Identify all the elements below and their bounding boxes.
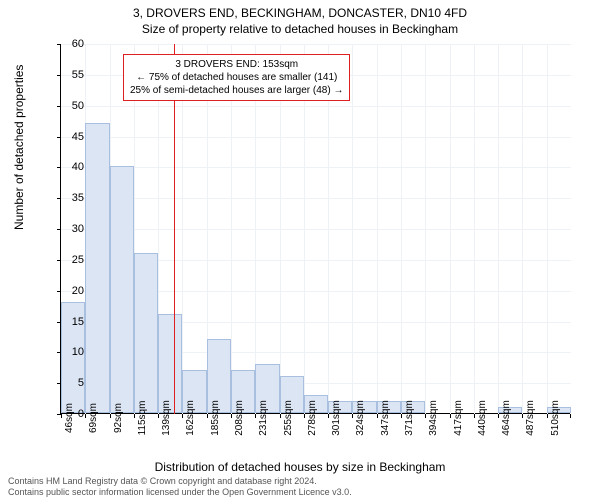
histogram-bar [134, 253, 158, 413]
ytick-label: 55 [54, 69, 84, 81]
xtick-mark [328, 414, 329, 418]
xtick-label: 440sqm [477, 400, 488, 436]
xtick-mark [280, 414, 281, 418]
xtick-label: 347sqm [380, 400, 391, 436]
xtick-mark [134, 414, 135, 418]
gridline-h [61, 167, 571, 168]
footer-line-2: Contains public sector information licen… [8, 487, 352, 498]
gridline-v [425, 44, 426, 414]
xtick-mark [377, 414, 378, 418]
xtick-label: 185sqm [210, 400, 221, 436]
xtick-label: 371sqm [404, 400, 415, 436]
histogram-chart: 46sqm69sqm92sqm115sqm139sqm162sqm185sqm2… [60, 44, 570, 414]
gridline-h [61, 44, 571, 45]
xtick-mark [547, 414, 548, 418]
ytick-label: 60 [54, 38, 84, 50]
x-axis-label: Distribution of detached houses by size … [0, 460, 600, 474]
gridline-h [61, 198, 571, 199]
gridline-v [377, 44, 378, 414]
chart-title-address: 3, DROVERS END, BECKINGHAM, DONCASTER, D… [0, 0, 600, 20]
gridline-h [61, 106, 571, 107]
ytick-label: 45 [54, 131, 84, 143]
xtick-mark [158, 414, 159, 418]
xtick-label: 69sqm [88, 403, 99, 433]
xtick-label: 278sqm [307, 400, 318, 436]
ytick-label: 25 [54, 254, 84, 266]
histogram-bar [110, 166, 134, 413]
gridline-v [547, 44, 548, 414]
xtick-label: 464sqm [501, 400, 512, 436]
gridline-v [450, 44, 451, 414]
xtick-label: 255sqm [283, 400, 294, 436]
gridline-v [401, 44, 402, 414]
annot-line-1: 3 DROVERS END: 153sqm [130, 58, 343, 71]
annot-line-3: 25% of semi-detached houses are larger (… [130, 84, 343, 97]
ytick-label: 40 [54, 161, 84, 173]
xtick-label: 92sqm [113, 403, 124, 433]
footer-line-1: Contains HM Land Registry data © Crown c… [8, 476, 352, 487]
xtick-mark [498, 414, 499, 418]
xtick-mark [255, 414, 256, 418]
xtick-mark [425, 414, 426, 418]
histogram-bar [158, 314, 182, 413]
attribution-footer: Contains HM Land Registry data © Crown c… [8, 476, 352, 498]
gridline-v [352, 44, 353, 414]
ytick-label: 5 [54, 377, 84, 389]
gridline-v [522, 44, 523, 414]
xtick-mark [352, 414, 353, 418]
xtick-label: 301sqm [331, 400, 342, 436]
xtick-label: 162sqm [185, 400, 196, 436]
chart-title-subtitle: Size of property relative to detached ho… [0, 20, 600, 40]
xtick-label: 417sqm [453, 400, 464, 436]
gridline-h [61, 229, 571, 230]
ytick-label: 20 [54, 285, 84, 297]
histogram-bar [85, 123, 109, 413]
y-axis-label: Number of detached properties [12, 65, 26, 230]
annot-line-2: ← 75% of detached houses are smaller (14… [130, 71, 343, 84]
xtick-label: 510sqm [550, 400, 561, 436]
gridline-v [474, 44, 475, 414]
ytick-label: 35 [54, 192, 84, 204]
xtick-label: 324sqm [355, 400, 366, 436]
xtick-mark [182, 414, 183, 418]
xtick-mark [401, 414, 402, 418]
ytick-label: 0 [54, 408, 84, 420]
ytick-label: 50 [54, 100, 84, 112]
xtick-mark [450, 414, 451, 418]
xtick-label: 208sqm [234, 400, 245, 436]
xtick-label: 139sqm [161, 400, 172, 436]
ytick-label: 10 [54, 346, 84, 358]
xtick-label: 231sqm [258, 400, 269, 436]
xtick-mark [522, 414, 523, 418]
xtick-mark [85, 414, 86, 418]
plot-area: 46sqm69sqm92sqm115sqm139sqm162sqm185sqm2… [60, 44, 570, 414]
xtick-mark [304, 414, 305, 418]
xtick-label: 487sqm [525, 400, 536, 436]
xtick-mark [231, 414, 232, 418]
ytick-label: 15 [54, 316, 84, 328]
xtick-mark [110, 414, 111, 418]
xtick-mark [570, 414, 571, 418]
gridline-h [61, 137, 571, 138]
xtick-mark [207, 414, 208, 418]
annotation-box: 3 DROVERS END: 153sqm← 75% of detached h… [123, 54, 350, 101]
xtick-label: 394sqm [428, 400, 439, 436]
ytick-label: 30 [54, 223, 84, 235]
gridline-v [498, 44, 499, 414]
xtick-label: 115sqm [137, 401, 148, 436]
xtick-mark [474, 414, 475, 418]
